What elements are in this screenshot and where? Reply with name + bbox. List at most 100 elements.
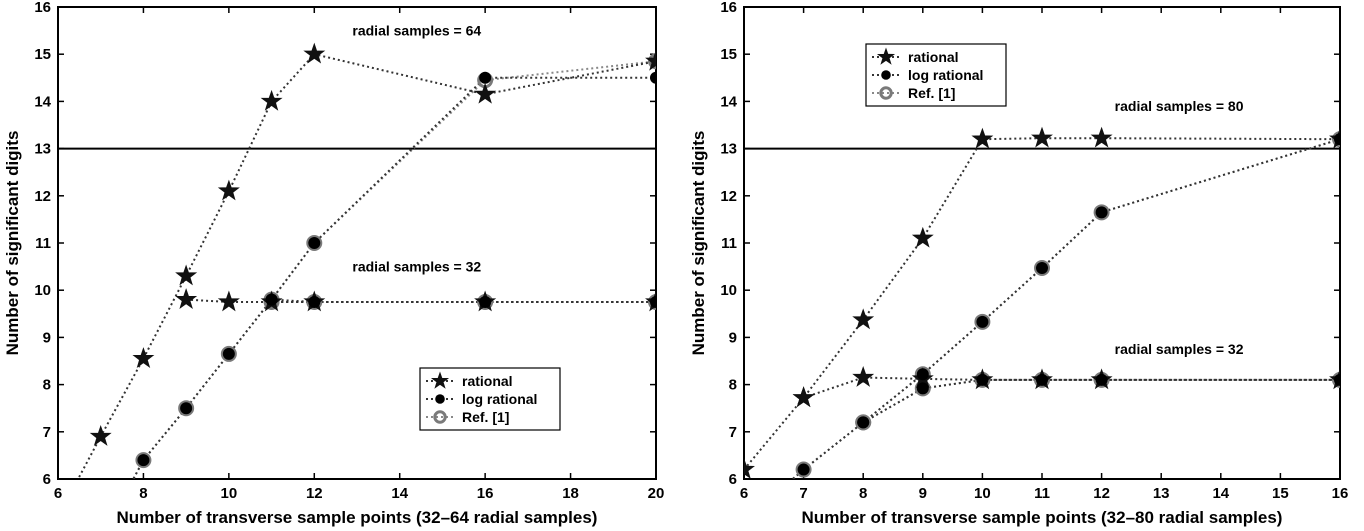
x-tick-label: 9: [919, 485, 927, 502]
y-axis-label: Number of significant digits: [689, 131, 708, 356]
data-point-ring: [974, 313, 991, 330]
data-point-dot: [976, 315, 989, 328]
y-tick-label: 9: [729, 329, 737, 346]
legend: rational log rational Ref. [1]: [865, 43, 1007, 107]
x-tick-label: 12: [1093, 485, 1110, 502]
x-tick-label: 8: [139, 485, 147, 502]
y-tick-label: 13: [34, 141, 51, 158]
data-point-dot: [479, 71, 492, 84]
y-tick-label: 11: [721, 235, 737, 252]
y-axis-label: Number of significant digits: [3, 131, 22, 356]
x-axis-label: Number of transverse sample points (32–6…: [117, 508, 598, 527]
x-tick-label: 6: [740, 485, 748, 502]
legend-marker-dot: [881, 70, 891, 80]
data-point-ring: [135, 452, 152, 469]
x-tick-label: 20: [648, 485, 665, 502]
data-point-ring: [306, 235, 323, 251]
data-point-ring: [738, 515, 751, 528]
legend-marker-ring: [433, 410, 447, 424]
data-point-ring: [178, 400, 195, 417]
legend-marker-star: [876, 47, 896, 65]
data-point-dot: [916, 368, 929, 381]
data-point-dot: [916, 382, 929, 395]
data-point-star: [744, 458, 755, 479]
series-line-dot: [791, 138, 1340, 479]
data-point-star: [1031, 126, 1053, 148]
y-tick-label: 8: [43, 377, 51, 394]
series-line-star: [744, 137, 1340, 471]
x-tick-label: 7: [799, 485, 807, 502]
annotation: radial samples = 32: [352, 258, 481, 274]
x-tick-label: 15: [1272, 485, 1289, 502]
x-tick-label: 16: [477, 485, 494, 502]
data-point-ring: [1332, 131, 1340, 148]
y-tick-label: 6: [729, 471, 737, 488]
y-tick-label: 7: [729, 424, 737, 441]
data-point-dot: [1095, 206, 1108, 219]
legend: rational log rational Ref. [1]: [419, 367, 561, 431]
y-tick-label: 7: [43, 424, 51, 441]
data-point-ring: [855, 414, 872, 431]
data-point-ring: [795, 461, 812, 478]
series-line-dot: [132, 76, 656, 479]
series-line-ring: [791, 138, 1340, 479]
annotation: radial samples = 80: [1115, 98, 1244, 114]
data-point-star: [175, 264, 198, 286]
data-point-dot: [1095, 373, 1108, 386]
x-tick-label: 10: [221, 485, 238, 502]
data-point-ring: [220, 345, 237, 362]
data-point-star: [852, 365, 875, 387]
data-point-dot: [857, 416, 870, 429]
x-tick-label: 12: [306, 485, 323, 502]
data-point-star: [474, 82, 497, 104]
legend-label: log rational: [908, 67, 983, 83]
series-line-star: [76, 53, 656, 479]
data-point-dot: [650, 71, 656, 84]
y-tick-label: 10: [34, 282, 51, 299]
data-point-star: [217, 179, 240, 201]
x-axis-label: Number of transverse sample points (32–8…: [802, 508, 1283, 527]
data-point-dot: [976, 373, 989, 386]
legend-label: rational: [908, 49, 959, 65]
legend-label: Ref. [1]: [462, 409, 509, 425]
data-point-dot: [180, 402, 193, 415]
data-point-ring: [648, 53, 656, 70]
x-tick-label: 11: [1034, 485, 1050, 502]
x-tick-label: 16: [1332, 485, 1349, 502]
legend-marker-dot: [435, 394, 445, 404]
series-line-star: [186, 298, 656, 303]
data-point-star: [49, 507, 68, 525]
x-tick-label: 14: [391, 485, 408, 502]
data-point-star: [217, 290, 240, 312]
legend-label: Ref. [1]: [908, 85, 955, 101]
data-point-ring: [1034, 260, 1050, 277]
data-point-dot: [308, 237, 321, 249]
data-point-ring: [648, 294, 656, 310]
legend-label: log rational: [462, 391, 537, 407]
series-layer: [738, 126, 1340, 528]
data-point-dot: [308, 296, 321, 308]
data-point-star: [911, 226, 934, 248]
chart-1: 6 8 10 12 14 16 18 20 6 7 8 9 10 11 12 13 14 15 16 Number o…: [3, 0, 665, 527]
chart-2: 6 7 8 9 10 11 12 13 14 15 16 6 7 8 9 10 11 12 13 14 15 16 Numb…: [689, 0, 1349, 528]
data-point-star: [645, 49, 656, 71]
data-point-dot: [738, 515, 750, 527]
series-line-dot: [271, 298, 656, 303]
y-tick-label: 11: [35, 235, 51, 252]
data-point-star: [852, 308, 875, 330]
y-tick-label: 14: [34, 93, 51, 110]
legend-marker-star: [430, 371, 450, 389]
data-point-dot: [1036, 262, 1048, 275]
data-point-star: [132, 347, 155, 368]
annotation: radial samples = 64: [352, 22, 481, 38]
y-tick-label: 15: [720, 46, 737, 63]
data-point-dot: [265, 293, 278, 306]
data-point-ring: [1093, 204, 1110, 221]
data-point-dot: [797, 463, 810, 476]
data-point-star: [303, 42, 326, 64]
data-point-dot: [479, 296, 492, 308]
series-layer: [49, 42, 656, 525]
data-point-star: [175, 288, 198, 309]
y-tick-label: 13: [720, 141, 737, 158]
